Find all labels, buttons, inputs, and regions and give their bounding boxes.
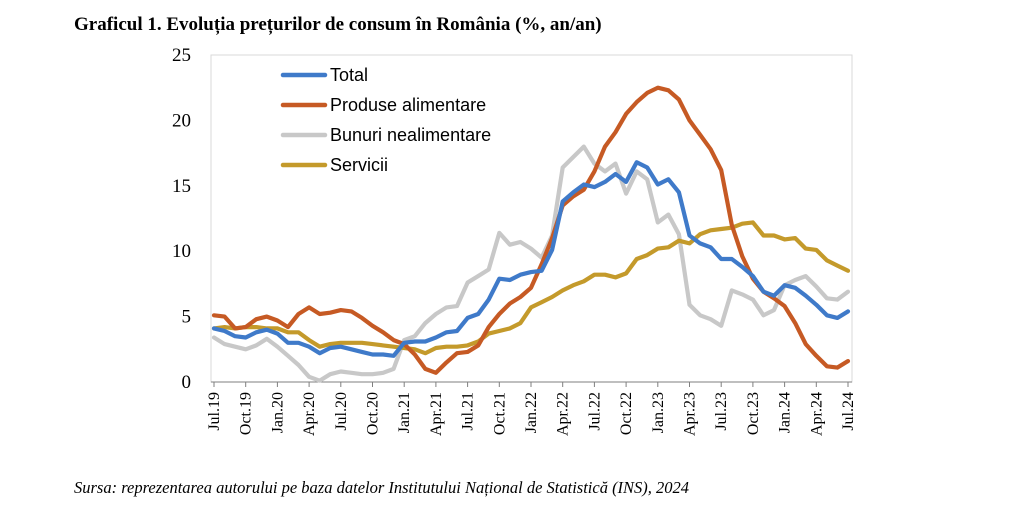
- x-tick-label: Jul.23: [713, 392, 730, 431]
- x-tick-label: Apr.24: [808, 392, 825, 436]
- x-tick-label: Apr.21: [428, 392, 445, 436]
- x-tick-label: Jan.21: [396, 392, 413, 433]
- y-tick-label: 25: [172, 45, 191, 66]
- x-tick-label: Oct.19: [238, 392, 255, 435]
- x-tick-label: Jan.20: [269, 392, 286, 433]
- x-axis: Jul.19 Oct.19 Jan.20 Apr.20 Jul.20 Oct.20 Jan.…: [206, 382, 857, 436]
- y-tick-label: 10: [172, 241, 191, 262]
- y-tick-label: 15: [172, 176, 191, 197]
- chart-source: Sursa: reprezentarea autorului pe baza d…: [74, 478, 690, 497]
- x-tick-label: Jul.19: [206, 392, 223, 431]
- series-line-bunuri-nealimentare: [211, 144, 851, 383]
- x-tick-label: Jan.22: [523, 392, 540, 433]
- x-tick-label: Jul.24: [840, 392, 857, 431]
- x-tick-label: Oct.21: [491, 392, 508, 435]
- x-tick-label: Apr.22: [555, 392, 572, 436]
- y-axis: 0 5 10 15 20 25: [172, 45, 191, 393]
- legend-label: Produse alimentare: [330, 95, 486, 115]
- legend-label: Total: [330, 65, 368, 85]
- series-line-produse-alimentare: [211, 85, 851, 375]
- series-line-servicii: [211, 220, 851, 356]
- y-tick-label: 0: [182, 372, 192, 393]
- legend-label: Bunuri nealimentare: [330, 125, 491, 145]
- x-tick-label: Oct.20: [365, 392, 382, 435]
- legend: Total Produse alimentare Bunuri nealimenta…: [280, 65, 491, 175]
- series-line-total: [211, 160, 851, 358]
- x-tick-label: Jul.20: [333, 392, 350, 431]
- x-tick-label: Oct.23: [745, 392, 762, 435]
- x-tick-label: Jan.24: [777, 392, 794, 433]
- series-lines: [211, 85, 851, 383]
- x-tick-label: Jan.23: [650, 392, 667, 433]
- x-tick-label: Apr.23: [682, 392, 699, 436]
- x-tick-label: Oct.22: [618, 392, 635, 435]
- y-tick-label: 5: [182, 307, 192, 328]
- x-tick-label: Apr.20: [301, 392, 318, 436]
- x-tick-label: Jul.22: [586, 392, 603, 431]
- legend-label: Servicii: [330, 155, 388, 175]
- x-tick-label: Jul.21: [460, 392, 477, 431]
- chart-title: Graficul 1. Evoluția prețurilor de consu…: [74, 14, 602, 35]
- y-tick-label: 20: [172, 110, 191, 131]
